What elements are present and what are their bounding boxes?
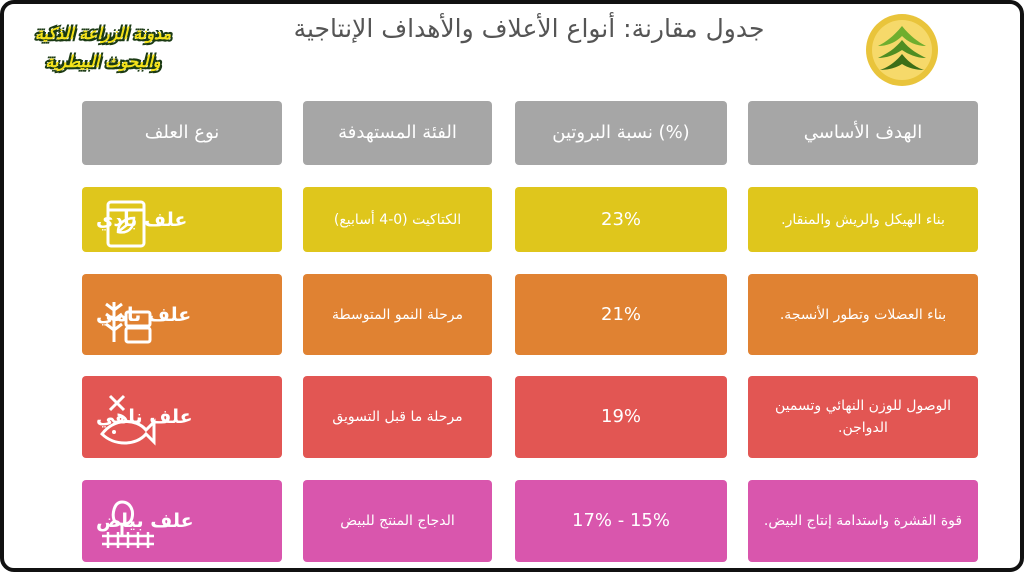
header-cell: نوع العلف <box>82 101 282 165</box>
table-cell: 21% <box>515 274 727 355</box>
header-cell: الفئة المستهدفة <box>303 101 492 165</box>
feed-type: علف بياض <box>82 480 282 562</box>
logo <box>866 14 938 86</box>
feed-type: علف نامي <box>82 274 282 355</box>
table-cell: مرحلة ما قبل التسويق <box>303 376 492 458</box>
table-cell: قوة القشرة واستدامة إنتاج البيض. <box>748 480 978 562</box>
brand-line: مدونة الزراعة الذكية <box>34 24 172 43</box>
table-cell: بناء الهيكل والريش والمنقار. <box>748 187 978 252</box>
brand: مدونة الزراعة الذكية والبحوث البيطرية <box>18 20 188 76</box>
header-cell: (%) نسبة البروتين <box>515 101 727 165</box>
feed-type: علف ناهي <box>82 376 282 458</box>
table-cell: بناء العضلات وتطور الأنسجة. <box>748 274 978 355</box>
table-cell: مرحلة النمو المتوسطة <box>303 274 492 355</box>
table-cell: الدجاج المنتج للبيض <box>303 480 492 562</box>
title: جدول مقارنة: أنواع الأعلاف والأهداف الإن… <box>293 14 765 43</box>
feed-type: علف بادي <box>82 187 282 252</box>
header-cell: الهدف الأساسي <box>748 101 978 165</box>
table-cell: الكتاكيت (0-4 أسابيع) <box>303 187 492 252</box>
table-cell: 15% - 17% <box>515 480 727 562</box>
table-cell: 23% <box>515 187 727 252</box>
table-cell: 19% <box>515 376 727 458</box>
brand-line: والبحوث البيطرية <box>45 52 161 71</box>
table-cell: الوصول للوزن النهائي وتسمين الدواجن. <box>748 376 978 458</box>
